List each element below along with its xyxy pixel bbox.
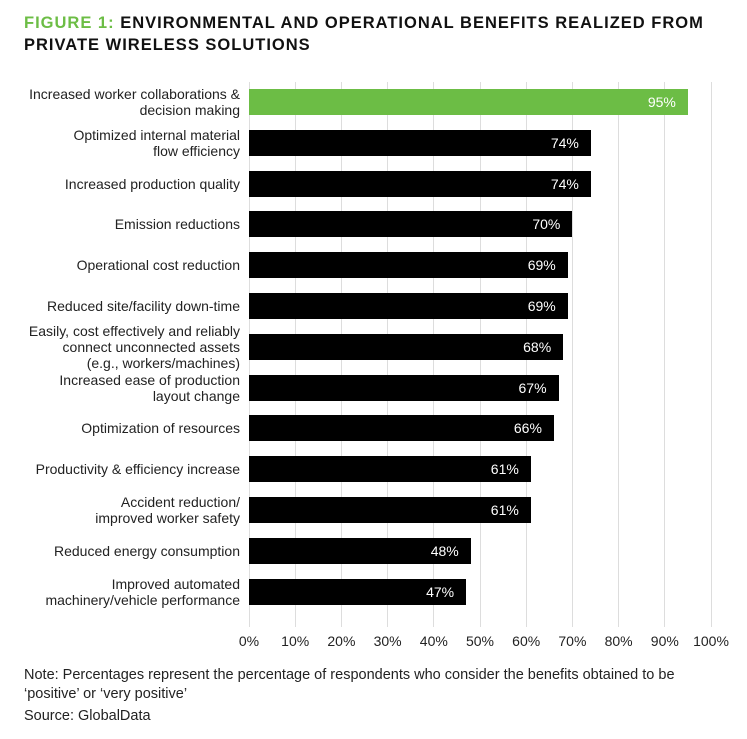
- value-label: 69%: [527, 298, 556, 314]
- category-label: Operational cost reduction: [76, 257, 240, 274]
- category-label: Reduced energy consumption: [53, 542, 240, 559]
- bar: [249, 293, 568, 319]
- x-tick-label: 50%: [465, 633, 495, 649]
- x-tick-label: 70%: [558, 633, 587, 649]
- value-label: 74%: [550, 134, 579, 151]
- value-label: 48%: [430, 542, 459, 559]
- value-label: 47%: [426, 583, 455, 600]
- value-label: 70%: [532, 216, 561, 233]
- x-tick-label: 100%: [693, 633, 729, 649]
- bar: [249, 333, 564, 360]
- bar: [249, 89, 688, 115]
- value-label: 68%: [523, 338, 552, 355]
- category-label: Increased ease of production layout chan…: [59, 371, 240, 404]
- bar: [249, 374, 559, 401]
- category-label: Optimization of resources: [81, 420, 240, 437]
- x-tick-label: 0%: [238, 633, 260, 649]
- value-label: 61%: [490, 502, 519, 518]
- category-label: Increased worker collaborations & decisi…: [29, 86, 240, 118]
- bar: [249, 170, 591, 197]
- x-tick-label: 60%: [512, 633, 541, 649]
- category-label: Improved automated machinery/vehicle per…: [45, 575, 240, 608]
- value-label: 69%: [527, 257, 556, 274]
- grid-line: [571, 82, 573, 627]
- value-label: 74%: [550, 175, 579, 192]
- bar: [249, 578, 467, 605]
- chart-title-block: FIGURE 1: ENVIRONMENTAL AND OPERATIONAL …: [24, 12, 704, 56]
- bar: [249, 415, 554, 442]
- category-label: Reduced site/facility down-time: [47, 298, 240, 314]
- value-label: 66%: [513, 420, 542, 437]
- grid-line: [618, 82, 620, 627]
- category-label: Emission reductions: [114, 216, 240, 233]
- category-label: Easily, cost effectively and reliably co…: [28, 322, 240, 371]
- bar: [249, 211, 573, 238]
- title-prefix: FIGURE 1:: [24, 14, 115, 32]
- note: Note: Percentages represent the percenta…: [24, 667, 675, 702]
- grid-line: [710, 82, 712, 627]
- x-tick-label: 90%: [650, 633, 679, 649]
- x-tick-label: 10%: [281, 633, 310, 649]
- bar: [249, 456, 531, 483]
- bar: [249, 497, 531, 523]
- category-label: Productivity & efficiency increase: [35, 461, 240, 478]
- category-label: Accident reduction/ improved worker safe…: [95, 494, 240, 526]
- value-label: 61%: [490, 461, 519, 478]
- bar: [249, 129, 591, 156]
- source: Source: GlobalData: [24, 708, 151, 724]
- category-label: Optimized internal material flow efficie…: [73, 126, 240, 159]
- bar: [249, 252, 568, 279]
- x-tick-label: 40%: [419, 633, 448, 649]
- value-label: 67%: [518, 379, 547, 396]
- x-tick-label: 20%: [327, 633, 356, 649]
- x-tick-label: 80%: [604, 633, 633, 649]
- x-tick-label: 30%: [373, 633, 402, 649]
- grid-line: [664, 82, 666, 627]
- category-label: Increased production quality: [64, 175, 240, 192]
- chart-title: ENVIRONMENTAL AND OPERATIONAL BENEFITS R…: [24, 14, 704, 54]
- value-label: 95%: [647, 94, 676, 110]
- bar: [249, 537, 471, 564]
